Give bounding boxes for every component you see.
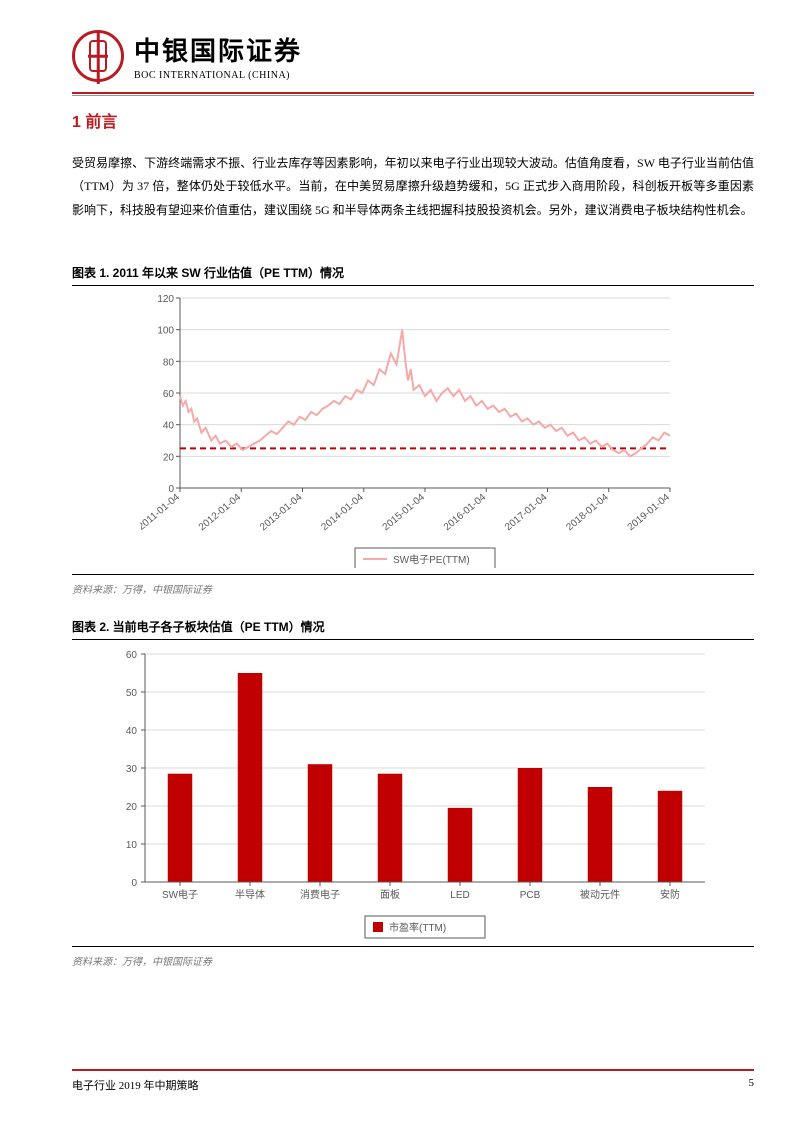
svg-text:50: 50 — [126, 688, 138, 699]
footer-divider — [72, 1069, 754, 1071]
chart1-line-chart: 0204060801001202011-01-042012-01-042013-… — [140, 288, 680, 568]
body-paragraph: 受贸易摩擦、下游终端需求不振、行业去库存等因素影响，年初以来电子行业出现较大波动… — [72, 152, 754, 222]
svg-text:2014-01-04: 2014-01-04 — [319, 492, 366, 534]
chart2-source-line — [72, 946, 754, 947]
chart2-source-block: 资料来源：万得，中银国际证券 — [72, 946, 754, 968]
svg-text:半导体: 半导体 — [235, 888, 265, 901]
chart1-title-underline — [72, 285, 754, 286]
header-divider-grey — [72, 95, 754, 96]
svg-text:80: 80 — [163, 357, 175, 368]
svg-text:消费电子: 消费电子 — [300, 888, 340, 901]
section-title: 1 前言 — [72, 108, 117, 132]
svg-text:60: 60 — [126, 650, 138, 661]
svg-text:LED: LED — [450, 890, 469, 901]
chart2-source-text: 资料来源：万得，中银国际证券 — [72, 953, 754, 968]
svg-text:2017-01-04: 2017-01-04 — [503, 492, 550, 534]
svg-text:被动元件: 被动元件 — [580, 888, 620, 901]
chart1-source-line — [72, 574, 754, 575]
chart1-title: 图表 1. 2011 年以来 SW 行业估值（PE TTM）情况 — [72, 264, 754, 281]
svg-text:市盈率(TTM): 市盈率(TTM) — [389, 921, 446, 934]
svg-text:安防: 安防 — [660, 888, 680, 901]
chart1-source-block: 资料来源：万得，中银国际证券 — [72, 574, 754, 596]
svg-text:40: 40 — [163, 421, 175, 432]
company-name-cn: 中银国际证券 — [134, 31, 302, 68]
page-header: 中银国际证券 BOC INTERNATIONAL (CHINA) — [72, 30, 302, 82]
svg-text:2016-01-04: 2016-01-04 — [442, 492, 489, 534]
svg-text:20: 20 — [163, 452, 175, 463]
chart2-title: 图表 2. 当前电子各子板块估值（PE TTM）情况 — [72, 618, 754, 635]
svg-text:40: 40 — [126, 726, 138, 737]
svg-text:2019-01-04: 2019-01-04 — [626, 492, 673, 534]
chart1-source-text: 资料来源：万得，中银国际证券 — [72, 581, 754, 596]
chart1-title-block: 图表 1. 2011 年以来 SW 行业估值（PE TTM）情况 — [72, 264, 754, 286]
svg-text:2011-01-04: 2011-01-04 — [140, 492, 182, 533]
svg-text:2015-01-04: 2015-01-04 — [381, 492, 428, 534]
svg-text:2013-01-04: 2013-01-04 — [258, 492, 305, 534]
header-divider-red — [72, 92, 754, 94]
svg-text:60: 60 — [163, 389, 175, 400]
svg-text:120: 120 — [157, 294, 174, 305]
svg-text:30: 30 — [126, 764, 138, 775]
svg-text:100: 100 — [157, 326, 174, 337]
svg-text:SW电子PE(TTM): SW电子PE(TTM) — [393, 553, 470, 566]
svg-text:PCB: PCB — [520, 890, 541, 901]
svg-text:2012-01-04: 2012-01-04 — [197, 492, 244, 534]
company-name-en: BOC INTERNATIONAL (CHINA) — [134, 70, 302, 81]
svg-text:SW电子: SW电子 — [162, 888, 198, 901]
chart2-svg: 0 10 20 30 40 50 60 SW电子 半导体 消费电子 面板 LED PCB 被动元件 安防市盈… — [100, 642, 720, 942]
footer-text-row: 电子行业 2019 年中期策略 5 — [72, 1077, 754, 1093]
footer-doc-title: 电子行业 2019 年中期策略 — [72, 1077, 199, 1093]
chart1-svg: 0204060801001202011-01-042012-01-042013-… — [140, 288, 680, 568]
svg-text:10: 10 — [126, 840, 138, 851]
boc-logo-icon — [72, 30, 124, 82]
page-footer: 电子行业 2019 年中期策略 5 — [72, 1069, 754, 1093]
svg-text:2018-01-04: 2018-01-04 — [564, 492, 611, 534]
footer-page-number: 5 — [749, 1077, 755, 1093]
chart2-bar-chart: 0 10 20 30 40 50 60 SW电子 半导体 消费电子 面板 LED PCB 被动元件 安防市盈… — [100, 642, 720, 942]
chart2-title-block: 图表 2. 当前电子各子板块估值（PE TTM）情况 — [72, 618, 754, 640]
chart2-title-underline — [72, 639, 754, 640]
company-name-block: 中银国际证券 BOC INTERNATIONAL (CHINA) — [134, 31, 302, 81]
svg-text:0: 0 — [131, 878, 137, 889]
svg-text:20: 20 — [126, 802, 138, 813]
svg-text:面板: 面板 — [380, 888, 400, 901]
